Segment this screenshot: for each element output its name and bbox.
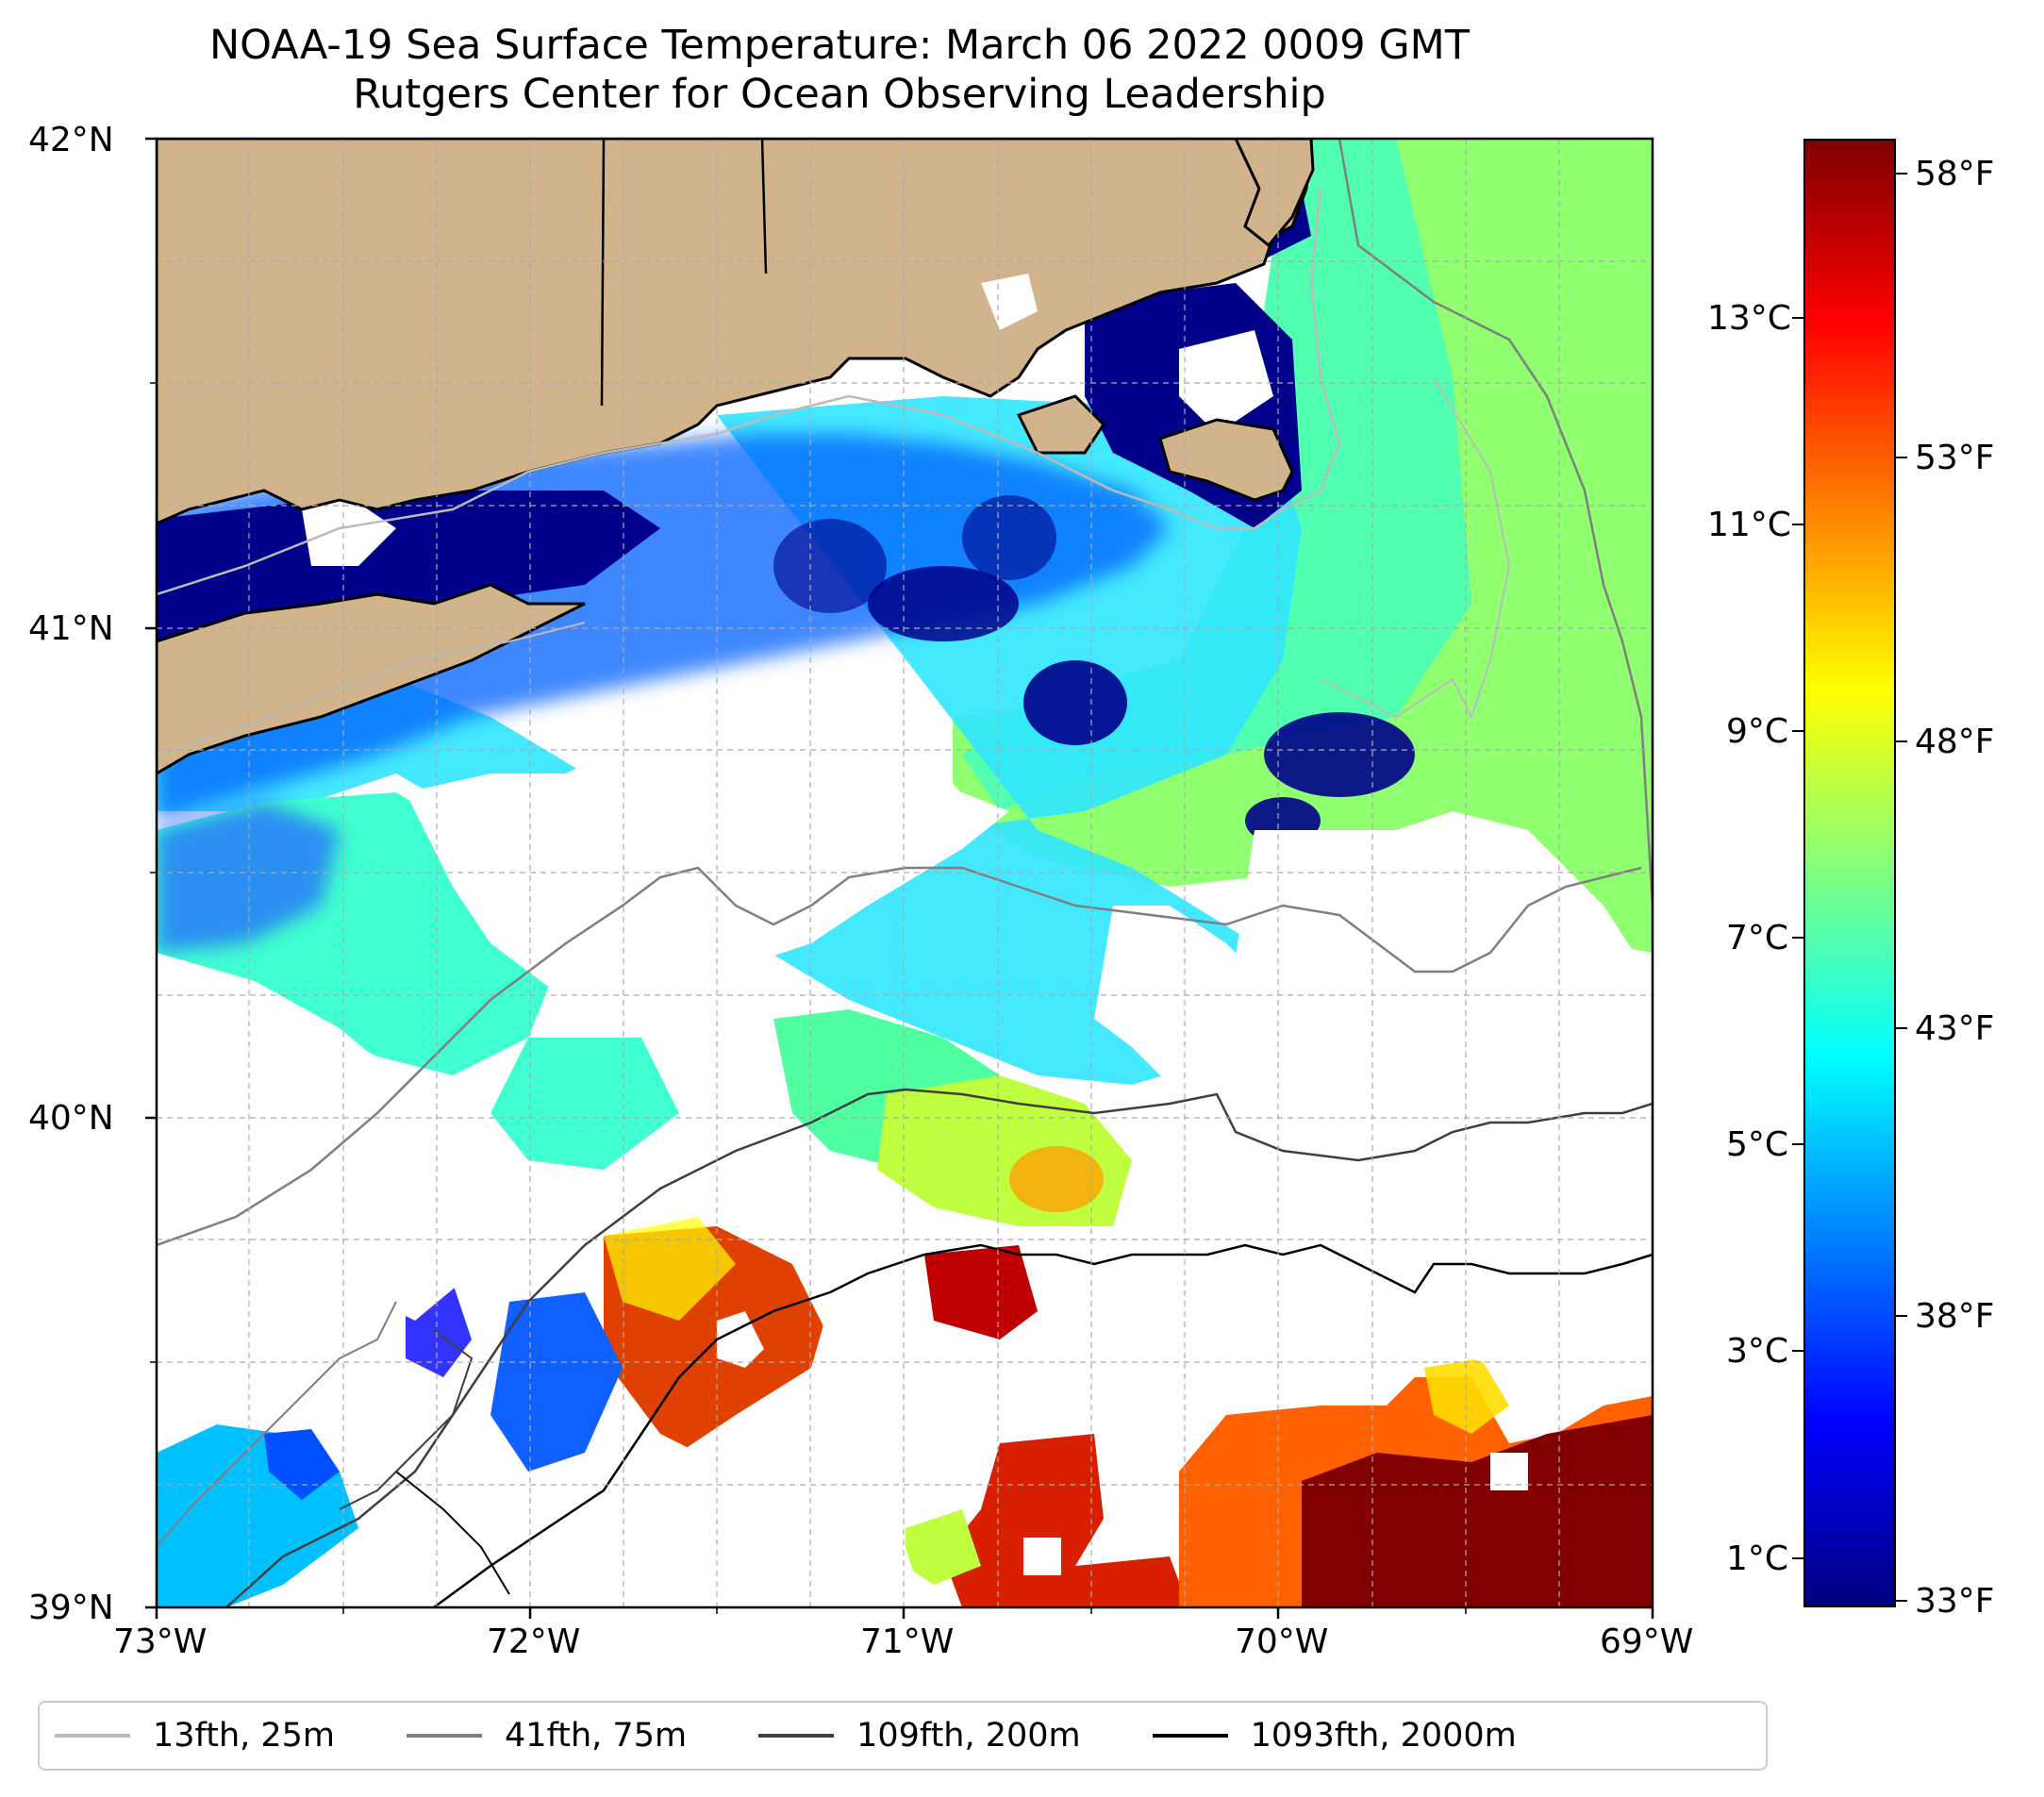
coastal-gaps	[981, 274, 1038, 330]
title-line-2: Rutgers Center for Ocean Observing Leade…	[353, 71, 1326, 118]
isobath-25m	[1320, 376, 1511, 720]
cloud-mask	[1490, 1453, 1528, 1490]
isobath-legend: 13fth, 25m 41fth, 75m 109fth, 200m 1093f…	[38, 1701, 1768, 1771]
gridlines	[157, 139, 1653, 1607]
darkblue-patch	[868, 566, 1019, 641]
darkblue-patch	[962, 495, 1056, 580]
colorbar-fahrenheit-label: 48°F	[1915, 723, 1995, 761]
lat-label-41n: 41°N	[28, 609, 114, 648]
warm-patch-red	[943, 1434, 1188, 1607]
colorbar-celsius-label: 5°C	[1726, 1125, 1789, 1164]
colorbar-celsius-label: 3°C	[1726, 1332, 1789, 1371]
axis-ticks	[145, 137, 1654, 1619]
colorbar-fahrenheit-label: 58°F	[1915, 155, 1995, 193]
isobaths	[157, 139, 1653, 1607]
colorbar-fahrenheit-label: 53°F	[1915, 439, 1995, 477]
colorbar-celsius-label: 7°C	[1726, 919, 1789, 957]
colorbar-celsius-label: 1°C	[1726, 1539, 1789, 1578]
warm-edge-yellow	[604, 1217, 736, 1321]
cloud-mask	[1023, 1538, 1061, 1575]
legend-label: 109fth, 200m	[856, 1717, 1081, 1755]
lon-label-72w: 72°W	[487, 1622, 581, 1661]
minor-ticks	[150, 382, 1467, 1614]
legend-label: 41fth, 75m	[505, 1717, 688, 1755]
isobath-75m	[157, 866, 1642, 1247]
legend-item-2000m: 1093fth, 2000m	[1138, 1717, 1517, 1755]
sst-field	[157, 139, 1653, 1607]
lon-label-69w: 69°W	[1600, 1622, 1694, 1661]
cloud-mask	[302, 491, 396, 566]
gulf-stream-darkred	[1302, 1415, 1653, 1607]
warm-patch-yellowgreen	[906, 1509, 981, 1585]
sst-map	[145, 137, 1907, 1619]
mid-shelf-patch	[490, 1038, 679, 1170]
colorbar-celsius-label: 11°C	[1707, 506, 1791, 544]
blue-patch	[490, 1292, 623, 1472]
isobath-25m	[157, 622, 586, 756]
cloud-mask	[679, 1302, 934, 1547]
title-line-1: NOAA-19 Sea Surface Temperature: March 0…	[208, 22, 1471, 69]
colorbar-fahrenheit-label: 43°F	[1915, 1009, 1995, 1048]
isobath-25m	[157, 188, 1341, 596]
shelf-water-seagreen	[962, 139, 1471, 811]
west-blue-streaks	[157, 802, 340, 953]
lat-label-39n: 39°N	[28, 1589, 114, 1627]
long-island	[157, 583, 586, 775]
warm-core	[1009, 1146, 1104, 1212]
colorbar-fahrenheit-label: 38°F	[1915, 1297, 1995, 1336]
state-border	[760, 139, 768, 275]
legend-swatch	[407, 1734, 483, 1738]
cape-cod	[1234, 139, 1315, 248]
lon-label-70w: 70°W	[1235, 1622, 1329, 1661]
legend-item-200m: 109fth, 200m	[743, 1717, 1081, 1755]
mainland-new-england	[157, 139, 1313, 525]
colorbar-celsius-label: 13°C	[1707, 299, 1791, 338]
warm-edge-yellow	[1424, 1358, 1509, 1434]
southwest-blue	[264, 1429, 340, 1500]
nantucket	[1158, 418, 1294, 502]
isobath-75m	[157, 1301, 397, 1548]
colorbar-fahrenheit-label: 33°F	[1915, 1582, 1995, 1621]
lon-label-73w: 73°W	[113, 1622, 208, 1661]
darkblue-patch	[1264, 712, 1415, 797]
lon-label-71w: 71°W	[860, 1622, 955, 1661]
marthas-vineyard	[1016, 394, 1105, 455]
legend-swatch	[1152, 1734, 1228, 1738]
colorbar-ticks	[1792, 173, 1907, 1602]
cloud-mask	[1179, 330, 1273, 434]
isobath-2000m	[395, 1471, 510, 1595]
isobath-2000m	[433, 1243, 1653, 1607]
isobath-75m	[1338, 139, 1653, 907]
lat-label-40n: 40°N	[28, 1099, 114, 1138]
cloud-mask	[1019, 811, 1653, 1396]
legend-swatch	[55, 1734, 130, 1738]
cloud-mask	[717, 1311, 764, 1368]
isobath-200m	[339, 1329, 474, 1510]
darkblue-patch	[1023, 660, 1127, 745]
legend-item-75m: 41fth, 75m	[391, 1717, 687, 1755]
cloud-mask	[157, 953, 566, 1415]
map-title: NOAA-19 Sea Surface Temperature: March 0…	[132, 21, 1547, 119]
legend-swatch	[758, 1734, 835, 1738]
legend-label: 13fth, 25m	[153, 1717, 336, 1755]
legend-item-25m: 13fth, 25m	[40, 1717, 335, 1755]
isobath-200m	[225, 1088, 1653, 1607]
colorbar	[1803, 139, 1896, 1607]
colorbar-celsius-label: 9°C	[1726, 712, 1789, 751]
lat-label-42n: 42°N	[28, 121, 114, 159]
warm-patch-red	[924, 1245, 1038, 1339]
state-border	[600, 139, 606, 407]
land	[157, 139, 1315, 775]
darkblue-patch	[773, 519, 887, 613]
legend-label: 1093fth, 2000m	[1250, 1717, 1517, 1755]
